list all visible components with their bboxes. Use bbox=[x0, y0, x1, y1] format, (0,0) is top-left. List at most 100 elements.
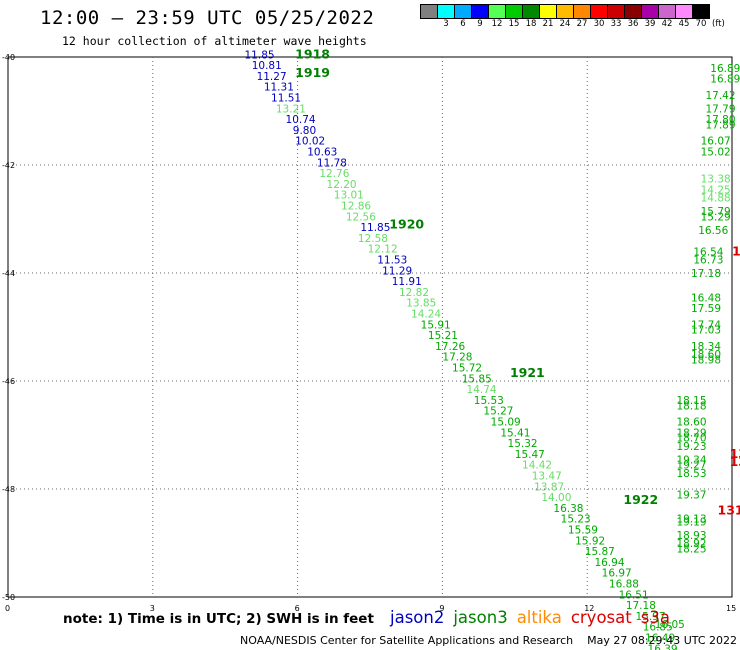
pass-number: 1318 bbox=[730, 446, 740, 461]
wave-height-value: 16.73 bbox=[693, 255, 723, 267]
y-tick-label: -48 bbox=[2, 485, 15, 494]
legend-label: 6 bbox=[460, 19, 466, 29]
wave-height-value: 10.02 bbox=[295, 136, 325, 148]
page-title: 12:00 – 23:59 UTC 05/25/2022 bbox=[40, 7, 375, 29]
legend-label: 42 bbox=[661, 19, 673, 29]
legend-label: 24 bbox=[559, 19, 571, 29]
wave-height-value: 11.53 bbox=[377, 255, 407, 267]
wave-height-value: 16.56 bbox=[698, 225, 728, 237]
legend-label: 21 bbox=[542, 19, 554, 29]
note-text: note: 1) Time is in UTC; 2) SWH is in fe… bbox=[63, 611, 374, 627]
wave-height-value: 19.37 bbox=[676, 489, 706, 501]
wave-height-value: 15.92 bbox=[575, 535, 605, 547]
pass-number: 1318 bbox=[718, 503, 740, 518]
pass-number: 1919 bbox=[295, 65, 330, 80]
wave-height-value: 10.63 bbox=[307, 147, 337, 159]
color-legend: 3 6 9 12 15 18 21 24 27 30 33 36 39 42 45 70 (ft) bbox=[420, 4, 725, 29]
wave-height-value: 15.97 bbox=[635, 611, 665, 623]
wave-height-value: 13.21 bbox=[276, 103, 306, 115]
wave-height-value: 18.92 bbox=[676, 538, 706, 550]
wave-height-value: 17.59 bbox=[691, 303, 721, 315]
wave-height-value: 17.18 bbox=[691, 268, 721, 280]
wave-height-value: 18.60 bbox=[691, 349, 721, 361]
lat-lon-grid bbox=[7, 56, 733, 598]
wave-height-value: 15.02 bbox=[701, 147, 731, 159]
wave-height-value: 15.79 bbox=[701, 206, 731, 218]
pass-number: 1 bbox=[732, 243, 740, 258]
wave-height-value: 16.51 bbox=[619, 589, 649, 601]
wave-height-value: 11.78 bbox=[317, 157, 347, 169]
wave-height-value: 15.53 bbox=[474, 395, 504, 407]
wave-height-value: 15.47 bbox=[515, 449, 545, 461]
wave-height-value: 11.85 bbox=[360, 222, 390, 234]
legend-label: 36 bbox=[627, 19, 639, 29]
wave-height-value: 19.13 bbox=[676, 514, 706, 526]
wave-height-value: 17.03 bbox=[691, 325, 721, 337]
x-tick-label: 15 bbox=[726, 604, 736, 613]
legend-swatches bbox=[420, 4, 725, 19]
pass-number: 1918 bbox=[295, 46, 330, 61]
axis-ticks: -40 -42 -44 -46 -48 -50 0 3 6 9 12 15 bbox=[2, 53, 736, 613]
wave-height-value: 17.28 bbox=[442, 352, 472, 364]
wave-height-value: 16.54 bbox=[693, 246, 723, 258]
wave-height-value: 14.00 bbox=[541, 492, 571, 504]
y-tick-label: -44 bbox=[2, 269, 15, 278]
legend-label: 15 bbox=[508, 19, 520, 29]
wave-height-value: 11.31 bbox=[264, 82, 294, 94]
wave-height-value: 12.76 bbox=[319, 168, 349, 180]
wave-height-value: 16.49 bbox=[645, 633, 675, 645]
wave-height-value: 16.07 bbox=[701, 136, 731, 148]
wave-height-value: 16.97 bbox=[602, 568, 632, 580]
pass-number-labels: 191819191920192119221318131813181 bbox=[295, 46, 740, 517]
wave-height-value: 12.12 bbox=[368, 244, 398, 256]
wave-height-value: 12.20 bbox=[327, 179, 357, 191]
wave-height-value: 11.27 bbox=[257, 71, 287, 83]
wave-height-value: 18.60 bbox=[676, 417, 706, 429]
wave-height-value: 15.09 bbox=[491, 417, 521, 429]
wave-height-value: 13.47 bbox=[532, 471, 562, 483]
wave-height-value: 18.98 bbox=[691, 354, 721, 366]
wave-height-value: 19.27 bbox=[676, 460, 706, 472]
satellite-legend: jason2 jason3 altika cryosat s3a bbox=[390, 608, 679, 627]
wave-height-value: 14.42 bbox=[522, 460, 552, 472]
pass-number: 1922 bbox=[623, 492, 658, 507]
map-frame bbox=[7, 56, 733, 598]
x-tick-label: 12 bbox=[584, 604, 594, 613]
legend-label: 18 bbox=[525, 19, 537, 29]
sat-s3a-label: s3a bbox=[640, 608, 670, 627]
legend-label: 39 bbox=[644, 19, 656, 29]
wave-height-value: 14.24 bbox=[411, 309, 441, 321]
wave-height-value: 18.53 bbox=[676, 468, 706, 480]
x-tick-label: 3 bbox=[150, 604, 155, 613]
legend-labels: 3 6 9 12 15 18 21 24 27 30 33 36 39 42 45 70 (ft) bbox=[420, 19, 725, 29]
wave-height-value: 13.01 bbox=[334, 190, 364, 202]
wave-height-value: 15.59 bbox=[568, 525, 598, 537]
legend-label: 12 bbox=[491, 19, 503, 29]
wave-height-value: 14.88 bbox=[701, 192, 731, 204]
y-tick-label: -40 bbox=[2, 53, 15, 62]
wave-height-value: 11.51 bbox=[271, 93, 301, 105]
sat-jason3-label: jason3 bbox=[453, 608, 508, 627]
wave-height-value: 16.05 bbox=[655, 619, 685, 631]
wave-height-value: 15.91 bbox=[421, 319, 451, 331]
legend-unit: (ft) bbox=[712, 19, 725, 29]
wave-height-value: 16.89 bbox=[710, 74, 740, 86]
wave-height-value: 14.74 bbox=[467, 384, 497, 396]
pass-number: 1318 bbox=[730, 454, 740, 469]
wave-height-value: 19.23 bbox=[676, 441, 706, 453]
x-tick-label: 0 bbox=[5, 604, 10, 613]
wave-height-value: 12.82 bbox=[399, 287, 429, 299]
wave-height-value: 12.86 bbox=[341, 201, 371, 213]
wave-height-value: 17.80 bbox=[705, 114, 735, 126]
wave-height-value: 13.87 bbox=[534, 481, 564, 493]
y-tick-label: -50 bbox=[2, 593, 15, 602]
wave-height-value: 11.29 bbox=[382, 265, 412, 277]
wave-height-value: 18.15 bbox=[676, 395, 706, 407]
wave-height-labels: 11.8510.8111.2711.3111.5113.2110.749.801… bbox=[245, 49, 740, 650]
wave-height-value: 15.72 bbox=[452, 363, 482, 375]
wave-height-value: 15.23 bbox=[561, 514, 591, 526]
wave-height-value: 15.27 bbox=[483, 406, 513, 418]
wave-height-value: 11.85 bbox=[245, 49, 275, 61]
wave-height-value: 18.93 bbox=[676, 530, 706, 542]
pass-number: 1921 bbox=[510, 365, 545, 380]
